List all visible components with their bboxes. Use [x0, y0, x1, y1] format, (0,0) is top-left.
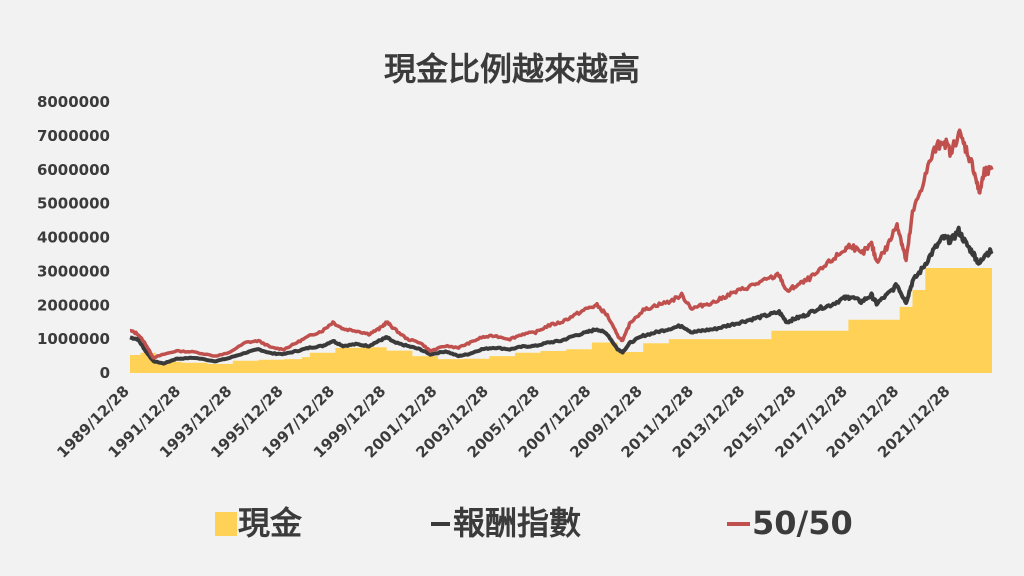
series-line-return-index [129, 225, 994, 366]
y-tick-label: 6000000 [37, 161, 110, 179]
legend-label-fifty-fifty: 50/50 [752, 504, 853, 542]
legend-label-return-index: 報酬指數 [453, 504, 581, 542]
legend-label-cash: 現金 [238, 504, 303, 542]
legend: 現金 報酬指數 50/50 [215, 504, 853, 542]
y-tick-label: 1000000 [37, 330, 110, 348]
legend-swatch-cash [215, 512, 237, 536]
chart-title: 現金比例越來越高 [384, 50, 640, 88]
y-tick-label: 5000000 [37, 195, 110, 213]
series-line-fifty-fifty [129, 128, 994, 360]
y-axis: 0 1000000 2000000 3000000 4000000 5000000 6000… [37, 93, 110, 382]
plot-area [129, 128, 994, 373]
y-tick-label: 2000000 [37, 296, 110, 314]
y-tick-label: 4000000 [37, 229, 110, 247]
y-tick-label: 7000000 [37, 127, 110, 145]
y-tick-label: 3000000 [37, 262, 110, 280]
x-axis: 1989/12/281991/12/281993/12/281995/12/28… [53, 382, 953, 462]
series-area-cash [130, 268, 992, 373]
y-tick-label: 8000000 [37, 93, 110, 111]
y-tick-label: 0 [100, 364, 110, 382]
